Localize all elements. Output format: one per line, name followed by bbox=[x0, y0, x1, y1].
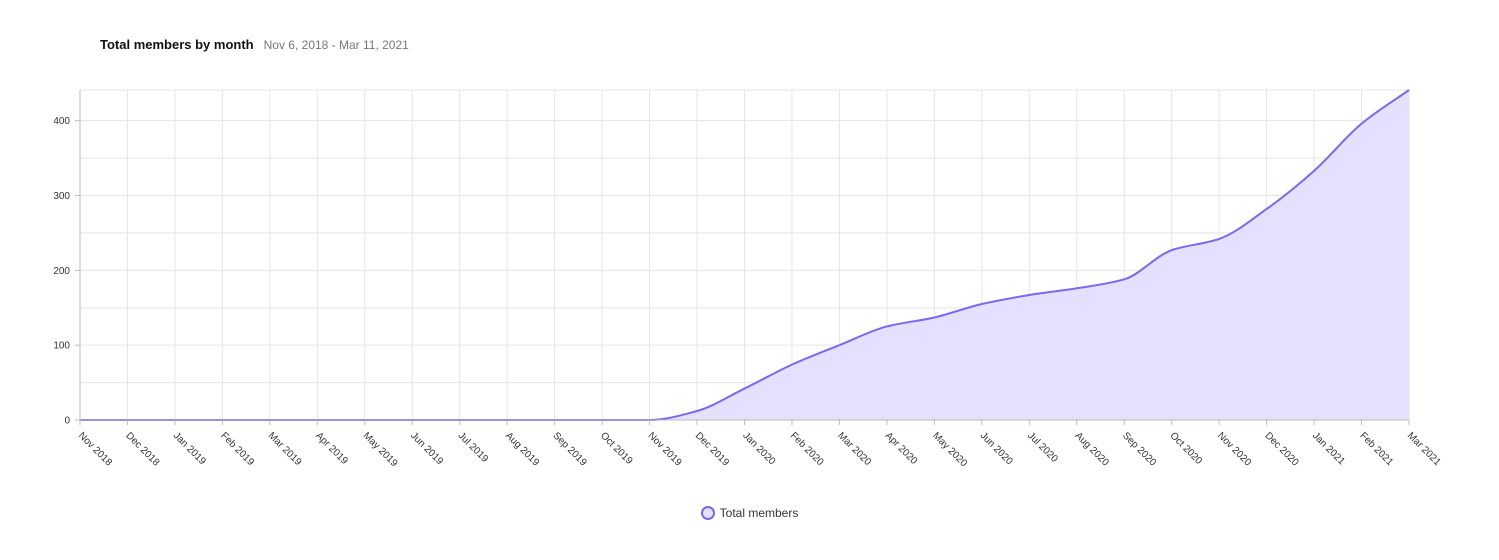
chart-header: Total members by month Nov 6, 2018 - Mar… bbox=[100, 37, 409, 52]
x-tick-label: Mar 2021 bbox=[1405, 430, 1443, 468]
x-tick-label: Dec 2018 bbox=[123, 430, 161, 468]
y-tick-label: 0 bbox=[64, 416, 70, 427]
chart-legend[interactable]: Total members bbox=[0, 506, 1499, 520]
x-tick-label: Nov 2020 bbox=[1215, 430, 1253, 468]
x-tick-label: Dec 2020 bbox=[1262, 430, 1300, 468]
data-point[interactable] bbox=[1310, 167, 1318, 175]
x-tick-label: Oct 2020 bbox=[1168, 430, 1205, 467]
x-tick-label: May 2020 bbox=[930, 430, 969, 469]
x-tick-label: Jan 2021 bbox=[1310, 430, 1347, 467]
x-tick-label: Feb 2019 bbox=[218, 430, 256, 468]
data-point[interactable] bbox=[1263, 205, 1271, 213]
data-point[interactable] bbox=[1215, 235, 1223, 243]
y-tick-label: 100 bbox=[53, 341, 70, 352]
x-tick-label: Apr 2020 bbox=[883, 430, 920, 467]
data-point[interactable] bbox=[930, 313, 938, 321]
data-point[interactable] bbox=[1025, 291, 1033, 299]
members-area-chart: 0 100 200 300 400 Nov 2018 Dec 2018 Jan 2019 Feb… bbox=[53, 86, 1443, 469]
chart-grid bbox=[79, 89, 1410, 421]
data-point[interactable] bbox=[1120, 275, 1128, 283]
data-point[interactable] bbox=[693, 407, 701, 415]
data-point[interactable] bbox=[1168, 246, 1176, 254]
x-tick-label: Apr 2019 bbox=[313, 430, 350, 467]
x-tick-label: Feb 2021 bbox=[1357, 430, 1395, 468]
x-tick-label: Jan 2020 bbox=[740, 430, 777, 467]
data-point[interactable] bbox=[1358, 120, 1366, 128]
y-tick-label: 300 bbox=[53, 191, 70, 202]
data-point[interactable] bbox=[835, 341, 843, 349]
legend-label[interactable]: Total members bbox=[719, 506, 799, 520]
x-tick-label: Jun 2019 bbox=[408, 430, 445, 467]
x-tick-label: Mar 2020 bbox=[835, 430, 873, 468]
x-tick-label: May 2019 bbox=[361, 430, 400, 469]
x-tick-label: Jul 2020 bbox=[1025, 430, 1060, 465]
x-tick-label: Sep 2020 bbox=[1120, 430, 1158, 468]
data-point[interactable] bbox=[883, 322, 891, 330]
x-tick-label: Jul 2019 bbox=[456, 430, 491, 465]
x-tick-label: Jan 2019 bbox=[171, 430, 208, 467]
data-point[interactable] bbox=[978, 300, 986, 308]
data-point[interactable] bbox=[788, 361, 796, 369]
data-point[interactable] bbox=[1073, 284, 1081, 292]
x-tick-label: Oct 2019 bbox=[598, 430, 635, 467]
x-tick-label: Mar 2019 bbox=[266, 430, 304, 468]
x-tick-label: Aug 2020 bbox=[1073, 430, 1111, 468]
x-tick-label: Nov 2019 bbox=[645, 430, 683, 468]
x-tick-label: Sep 2019 bbox=[551, 430, 589, 468]
x-tick-label: Jun 2020 bbox=[978, 430, 1015, 467]
x-tick-label: Dec 2019 bbox=[693, 430, 731, 468]
date-range: Nov 6, 2018 - Mar 11, 2021 bbox=[263, 38, 409, 52]
area-fill bbox=[80, 90, 1409, 420]
legend-swatch-icon[interactable] bbox=[700, 506, 715, 520]
y-tick-label: 400 bbox=[53, 116, 70, 127]
data-point[interactable] bbox=[1405, 86, 1413, 94]
x-tick-label: Aug 2019 bbox=[503, 430, 541, 468]
chart-title: Total members by month bbox=[100, 37, 254, 52]
y-tick-label: 200 bbox=[53, 266, 70, 277]
x-tick-label: Nov 2018 bbox=[76, 430, 114, 468]
data-point[interactable] bbox=[741, 385, 749, 393]
x-tick-label: Feb 2020 bbox=[788, 430, 826, 468]
